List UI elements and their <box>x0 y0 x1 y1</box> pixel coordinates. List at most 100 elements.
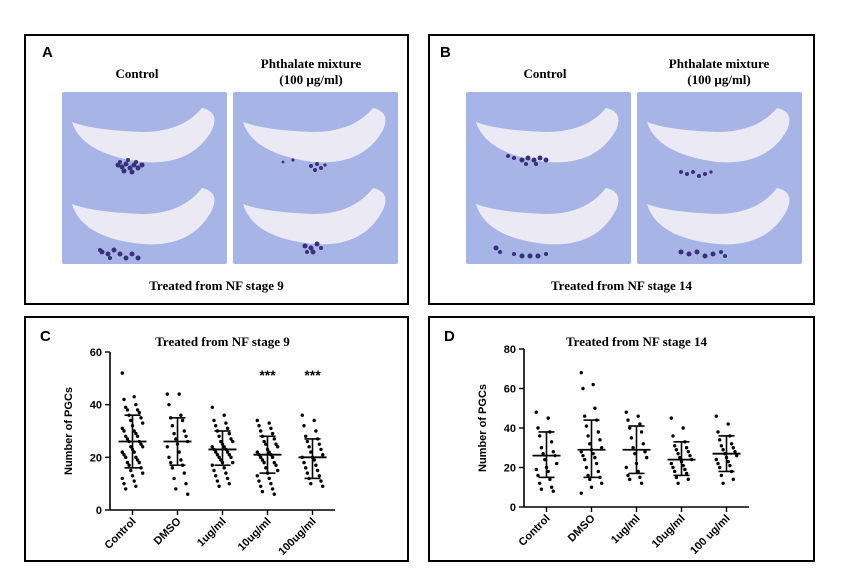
data-point <box>134 431 138 436</box>
data-point <box>583 457 587 462</box>
data-point <box>731 446 735 450</box>
data-point <box>210 445 214 449</box>
data-point <box>638 475 642 480</box>
data-point <box>639 481 644 485</box>
data-point <box>636 414 640 418</box>
x-tick-label: Control <box>516 513 552 549</box>
data-point <box>125 460 130 465</box>
data-point <box>257 479 261 483</box>
data-point <box>546 416 550 420</box>
data-point <box>309 450 313 454</box>
data-point <box>229 437 233 441</box>
data-point <box>262 439 266 444</box>
data-point <box>549 485 554 489</box>
data-point <box>137 410 141 415</box>
data-point <box>276 468 280 473</box>
data-point <box>643 450 647 454</box>
data-point <box>124 434 128 438</box>
data-point <box>224 471 228 475</box>
data-point <box>718 465 722 470</box>
data-point <box>120 476 125 481</box>
data-point <box>596 469 600 474</box>
data-point <box>671 465 675 470</box>
significance-marker: *** <box>304 367 321 383</box>
data-point <box>538 481 542 485</box>
data-point <box>260 458 265 462</box>
data-point <box>539 487 544 491</box>
x-tick-label: 100 ug/ml <box>688 513 732 557</box>
data-point <box>674 448 679 452</box>
panel-b: B Control Phthalate mixture (100 µg/ml) … <box>428 34 815 305</box>
data-point <box>255 474 259 478</box>
data-point <box>645 455 649 460</box>
data-point <box>272 492 276 496</box>
embryo-photo-a-treated <box>233 92 398 264</box>
data-point <box>172 476 176 481</box>
panel-a-treatment-line2: (100 µg/ml) <box>279 72 343 87</box>
data-point <box>177 392 181 396</box>
data-point <box>264 466 268 470</box>
panel-letter-d: D <box>444 328 455 345</box>
data-point <box>130 474 135 478</box>
data-point <box>229 455 233 460</box>
data-point <box>684 471 689 476</box>
data-point <box>179 458 183 462</box>
data-point <box>626 418 630 422</box>
data-point <box>132 450 136 454</box>
data-point <box>225 476 230 481</box>
scatter-chart-stage14: Treated from NF stage 14 Number of PGCs 0 2… <box>477 334 749 557</box>
data-point <box>270 431 275 436</box>
data-point <box>124 487 128 491</box>
data-point <box>129 445 133 449</box>
data-point <box>536 426 540 430</box>
data-point <box>129 468 133 473</box>
data-point <box>319 447 323 452</box>
data-point <box>684 446 689 450</box>
x-tick-label: 1ug/ml <box>609 513 643 547</box>
data-point <box>177 450 181 454</box>
data-point <box>673 469 677 474</box>
data-point <box>304 466 308 470</box>
data-point <box>600 481 604 485</box>
panel-letter-c: C <box>40 328 51 345</box>
data-point <box>260 489 265 494</box>
data-point <box>726 422 730 426</box>
data-point <box>259 484 263 488</box>
data-point <box>588 442 592 446</box>
data-point <box>716 461 720 466</box>
x-tick-label: Control <box>102 516 138 552</box>
data-point <box>129 418 133 423</box>
x-tick-label: 10ug/ml <box>236 516 274 554</box>
data-point <box>219 458 223 462</box>
data-point <box>274 442 278 446</box>
data-point <box>139 442 143 446</box>
data-point <box>132 429 136 433</box>
data-point <box>179 413 183 417</box>
data-point <box>269 481 273 486</box>
data-point <box>541 451 545 456</box>
data-point <box>669 416 673 420</box>
data-point <box>167 402 171 407</box>
panel-letter-b: B <box>440 44 451 61</box>
data-point <box>584 424 589 428</box>
data-point <box>591 451 595 456</box>
panel-b-treatment-label: Phthalate mixture (100 µg/ml) <box>634 56 804 88</box>
data-point <box>676 481 680 485</box>
chart-title: Treated from NF stage 9 <box>155 334 290 349</box>
data-point <box>309 481 313 486</box>
panel-a-caption: Treated from NF stage 9 <box>149 278 284 293</box>
data-point <box>174 437 178 441</box>
data-point <box>219 439 223 444</box>
data-point <box>264 442 268 446</box>
data-point <box>534 467 538 472</box>
data-point <box>227 453 231 457</box>
data-point <box>312 458 316 462</box>
data-point <box>726 459 730 464</box>
data-point <box>267 421 271 425</box>
data-point <box>215 479 220 483</box>
data-point <box>641 442 645 446</box>
data-point <box>579 450 583 454</box>
scatter-chart-stage9: Treated from NF stage 9 Number of PGCs 0 20… <box>63 334 335 558</box>
embryo-photo-a-control <box>62 92 227 264</box>
data-point <box>718 438 722 442</box>
